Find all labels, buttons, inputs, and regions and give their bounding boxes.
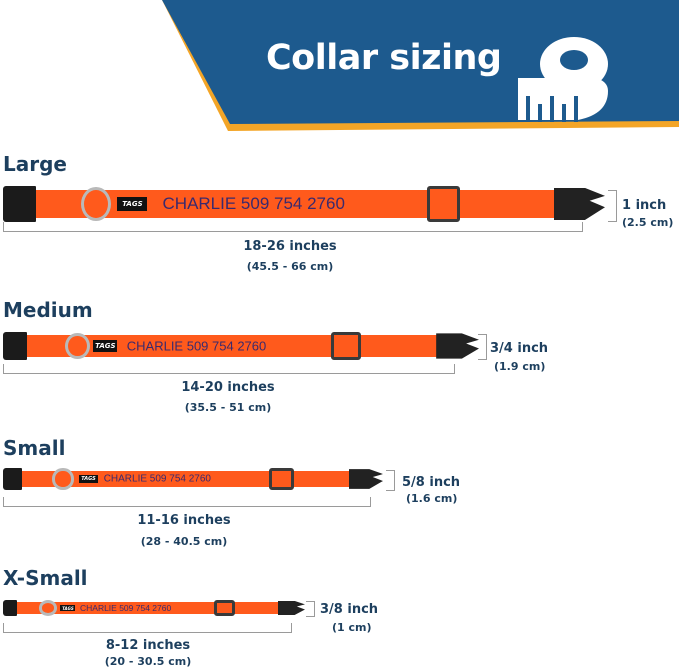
engraving-text: CHARLIE 509 754 2760: [80, 603, 172, 613]
page-title: Collar sizing: [266, 38, 502, 78]
width-bracket: [386, 470, 395, 491]
size-heading-small: Small: [3, 436, 66, 460]
width-bracket: [478, 334, 487, 360]
length-inches: 14-20 inches: [181, 380, 275, 395]
brand-logo: TAGS: [60, 604, 76, 612]
measuring-tape-icon: [518, 37, 608, 122]
size-heading-x-small: X-Small: [3, 566, 88, 590]
width-cm: (1 cm): [332, 621, 372, 634]
collar-large-image: TAGS CHARLIE 509 754 2760: [3, 186, 605, 222]
engraving-text: CHARLIE 509 754 2760: [162, 194, 345, 213]
width-bracket: [608, 190, 617, 222]
length-cm: (20 - 30.5 cm): [104, 655, 192, 668]
width-bracket: [306, 601, 315, 617]
collar-medium-image: TAGS CHARLIE 509 754 2760: [3, 332, 479, 360]
engraving-text: CHARLIE 509 754 2760: [103, 473, 211, 485]
length-cm: (35.5 - 51 cm): [184, 401, 272, 414]
length-cm: (45.5 - 66 cm): [246, 260, 334, 273]
brand-logo: TAGS: [79, 474, 98, 484]
width-inches: 3/4 inch: [490, 341, 549, 356]
length-ruler: [3, 222, 583, 232]
length-ruler: [3, 497, 371, 507]
collar-x-small-image: TAGS CHARLIE 509 754 2760: [3, 600, 305, 616]
size-heading-medium: Medium: [3, 298, 93, 322]
width-inches: 3/8 inch: [320, 602, 379, 617]
length-ruler: [3, 623, 292, 633]
collar-small-image: TAGS CHARLIE 509 754 2760: [3, 468, 383, 490]
width-inches: 5/8 inch: [402, 475, 461, 490]
brand-logo: TAGS: [93, 340, 118, 352]
width-cm: (1.9 cm): [494, 360, 546, 373]
length-inches: 18-26 inches: [243, 239, 337, 254]
brand-logo: TAGS: [117, 196, 148, 212]
length-inches: 11-16 inches: [137, 513, 231, 528]
width-cm: (2.5 cm): [622, 216, 674, 229]
width-cm: (1.6 cm): [406, 492, 458, 505]
engraving-text: CHARLIE 509 754 2760: [126, 338, 267, 354]
length-inches: 8-12 inches: [105, 638, 191, 653]
size-heading-large: Large: [3, 152, 67, 176]
length-ruler: [3, 364, 455, 374]
length-cm: (28 - 40.5 cm): [140, 535, 228, 548]
width-inches: 1 inch: [622, 198, 667, 213]
